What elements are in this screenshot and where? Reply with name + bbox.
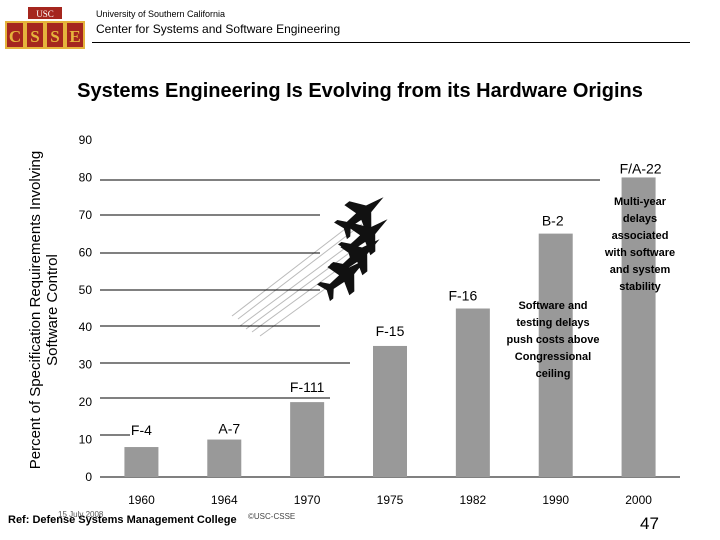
- y-tick-label: 0: [85, 470, 92, 484]
- bar-label: F-15: [376, 323, 405, 339]
- annotation-line: Software and: [518, 300, 587, 312]
- y-tick-label: 70: [79, 208, 93, 222]
- bar-label: A-7: [218, 421, 240, 437]
- annotation-line: ceiling: [536, 368, 571, 380]
- bar-1970: [290, 402, 325, 477]
- jet-illustration: [231, 197, 388, 337]
- bar-label: B-2: [542, 213, 564, 229]
- y-tick-label: 30: [79, 358, 93, 372]
- page-number: 47: [640, 514, 659, 533]
- footer-copyright: ©USC-CSSE: [248, 512, 296, 521]
- y-tick-label: 20: [79, 395, 93, 409]
- x-tick-label: 1982: [460, 493, 487, 507]
- bar-1964: [207, 439, 242, 477]
- bar-2000: [621, 177, 656, 477]
- x-tick-label: 2000: [625, 493, 652, 507]
- y-tick-label: 40: [79, 320, 93, 334]
- y-tick-label: 90: [79, 133, 93, 147]
- logo-letters: C S S E: [5, 21, 85, 49]
- annotation-line: and system: [610, 264, 671, 276]
- y-tick-label: 60: [79, 245, 93, 259]
- jet-shape-1: [317, 259, 367, 302]
- x-tick-label: 1975: [377, 493, 404, 507]
- annotation-line: testing delays: [516, 317, 589, 329]
- annotation-testing-delays: Software and testing delays push costs abo…: [507, 300, 600, 380]
- annotation-line: Congressional: [515, 351, 591, 363]
- y-tick-label: 10: [79, 433, 93, 447]
- x-tick-label: 1990: [542, 493, 569, 507]
- annotation-line: with software: [604, 247, 675, 259]
- bar-1982: [455, 308, 490, 477]
- annotation-line: associated: [612, 230, 669, 242]
- annotation-multi-year-delays: Multi-year delays associated with software a…: [604, 196, 675, 293]
- svg-text:S: S: [30, 27, 39, 46]
- slide-title: Systems Engineering Is Evolving from its…: [77, 80, 643, 102]
- svg-text:C: C: [9, 27, 21, 46]
- svg-text:E: E: [69, 27, 80, 46]
- header-divider: [92, 42, 690, 43]
- annotation-line: push costs above: [507, 334, 600, 346]
- y-tick-label: 50: [79, 283, 93, 297]
- x-tick-label: 1970: [294, 493, 321, 507]
- annotation-line: delays: [623, 213, 657, 225]
- bar-label: F-111: [290, 379, 325, 395]
- bar-label: F-16: [448, 288, 477, 304]
- bar-label: F-4: [131, 422, 152, 438]
- annotation-line: stability: [619, 281, 661, 293]
- x-tick-label: 1964: [211, 493, 238, 507]
- y-tick-label: 80: [79, 170, 93, 184]
- center-name: Center for Systems and Software Engineer…: [96, 22, 341, 36]
- university-name: University of Southern California: [96, 9, 226, 19]
- background-guide-lines: [100, 179, 600, 436]
- usc-csse-logo: USC C S S E: [5, 7, 85, 49]
- bar-1990: [538, 233, 573, 477]
- footer-reference: Ref: Defense Systems Management College: [8, 514, 237, 526]
- annotation-line: Multi-year: [614, 196, 667, 208]
- svg-text:S: S: [50, 27, 59, 46]
- bar-label: F/A-22: [620, 160, 662, 176]
- bar-1975: [373, 345, 407, 477]
- x-tick-label: 1960: [128, 493, 155, 507]
- footer-date: 15 July 2008: [58, 510, 104, 519]
- svg-text:USC: USC: [36, 9, 54, 19]
- logo-usc-box: [28, 7, 62, 19]
- bar-1960: [124, 447, 159, 477]
